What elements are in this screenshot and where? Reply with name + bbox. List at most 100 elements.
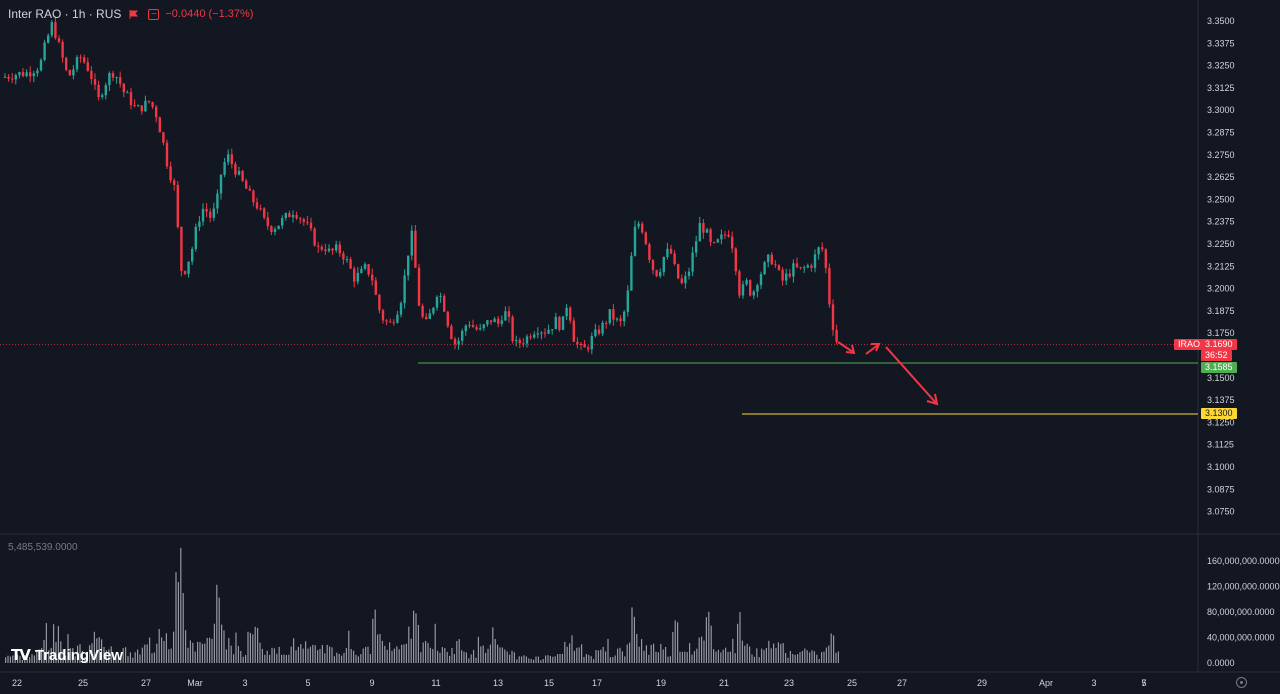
volume-bar: [247, 631, 249, 663]
candle-body: [11, 78, 14, 80]
price-tick-label: 3.3125: [1207, 83, 1235, 93]
volume-bar: [314, 645, 316, 663]
volume-bar: [588, 655, 590, 663]
volume-bar: [717, 649, 719, 663]
tradingview-logo[interactable]: 𝗧𝗩 TradingView: [11, 646, 123, 665]
candle-body: [763, 262, 766, 275]
candle-body: [133, 105, 136, 106]
symbol-title[interactable]: Inter RAO · 1h · RUS: [8, 7, 122, 21]
volume-bar: [600, 649, 602, 663]
candle-body: [32, 73, 35, 77]
candle-body: [655, 270, 658, 277]
volume-bar: [549, 656, 551, 663]
candle-body: [583, 344, 586, 348]
volume-bar: [343, 652, 345, 663]
volume-bar: [629, 642, 631, 663]
volume-bar: [801, 651, 803, 663]
volume-bar: [521, 656, 523, 663]
candle-body: [515, 340, 518, 342]
volume-bar: [79, 644, 81, 663]
flag-icon[interactable]: [129, 9, 139, 19]
last-price-tag: 3.1690: [1201, 339, 1237, 350]
candle-body: [551, 329, 554, 331]
candle-body: [7, 76, 10, 79]
volume-bar: [67, 634, 69, 663]
volume-bar: [60, 641, 62, 663]
candle-body: [565, 307, 568, 317]
candle-body: [194, 226, 197, 249]
candle-body: [3, 76, 7, 78]
volume-bar: [84, 657, 86, 663]
volume-bar: [662, 649, 664, 663]
volume-bar: [713, 649, 715, 663]
volume-bar: [146, 644, 148, 663]
volume-bar: [91, 643, 93, 663]
volume-bar: [170, 648, 172, 663]
volume-bar: [129, 652, 131, 663]
volume-bar: [377, 634, 379, 663]
candle-body: [219, 174, 223, 194]
volume-bar: [703, 640, 705, 663]
candle-body: [90, 70, 93, 80]
price-tick-label: 3.3375: [1207, 38, 1235, 48]
volume-bar: [482, 645, 484, 663]
candle-body: [93, 79, 97, 85]
candle-body: [191, 249, 194, 262]
volume-bar: [77, 645, 79, 663]
volume-bar: [552, 656, 554, 663]
candle-body: [374, 280, 377, 295]
price-tick-label: 3.2125: [1207, 261, 1235, 271]
volume-bar: [456, 641, 458, 663]
volume-bar: [7, 655, 9, 663]
candle-body: [759, 274, 763, 285]
price-tick-label: 3.0750: [1207, 507, 1235, 517]
volume-bar: [14, 655, 16, 663]
volume-bar: [225, 649, 227, 663]
volume-bar: [98, 637, 100, 663]
candle-body: [173, 180, 176, 185]
candle-body: [360, 268, 363, 273]
volume-bar: [614, 655, 616, 663]
volume-bar: [756, 648, 758, 663]
chart-legend[interactable]: Inter RAO · 1h · RUS − −0.0440 (−1.37%): [8, 7, 253, 21]
volume-bar: [773, 643, 775, 663]
volume-bar: [283, 654, 285, 663]
candle-body: [547, 329, 550, 334]
candle-body: [792, 263, 795, 277]
candle-body: [572, 320, 575, 342]
candle-body: [558, 317, 561, 330]
candle-body: [320, 246, 323, 250]
volume-bar: [669, 656, 671, 663]
candle-body: [212, 208, 215, 218]
volume-axis: 160,000,000.0000 120,000,000.0000 80,000,0…: [1207, 556, 1280, 668]
candle-body: [403, 275, 406, 304]
volume-bar: [729, 651, 731, 663]
volume-bar: [475, 657, 477, 663]
candle-body: [662, 257, 665, 273]
candle-body: [126, 92, 129, 94]
candle-body: [637, 223, 640, 227]
volume-bar: [679, 651, 681, 663]
volume-bar: [770, 648, 772, 663]
candle-body: [727, 234, 730, 237]
candle-body: [270, 226, 273, 232]
volume-bar: [737, 623, 739, 663]
candle-body: [385, 320, 388, 322]
time-tick-label: 5: [305, 678, 310, 688]
candle-body: [234, 164, 237, 175]
volume-bar: [62, 649, 64, 663]
candle-body: [180, 226, 183, 271]
candle-body: [803, 267, 806, 269]
settings-icon[interactable]: [1236, 677, 1247, 688]
time-tick-label: 23: [784, 678, 794, 688]
candle-body: [327, 248, 331, 252]
volume-bar: [413, 610, 415, 663]
volume-bar: [242, 656, 244, 663]
volume-bar: [55, 641, 57, 663]
candle-body: [345, 259, 349, 261]
volume-bar: [715, 651, 717, 663]
volume-bar: [108, 649, 110, 663]
volume-bar: [312, 644, 314, 663]
candle-body: [115, 77, 118, 79]
